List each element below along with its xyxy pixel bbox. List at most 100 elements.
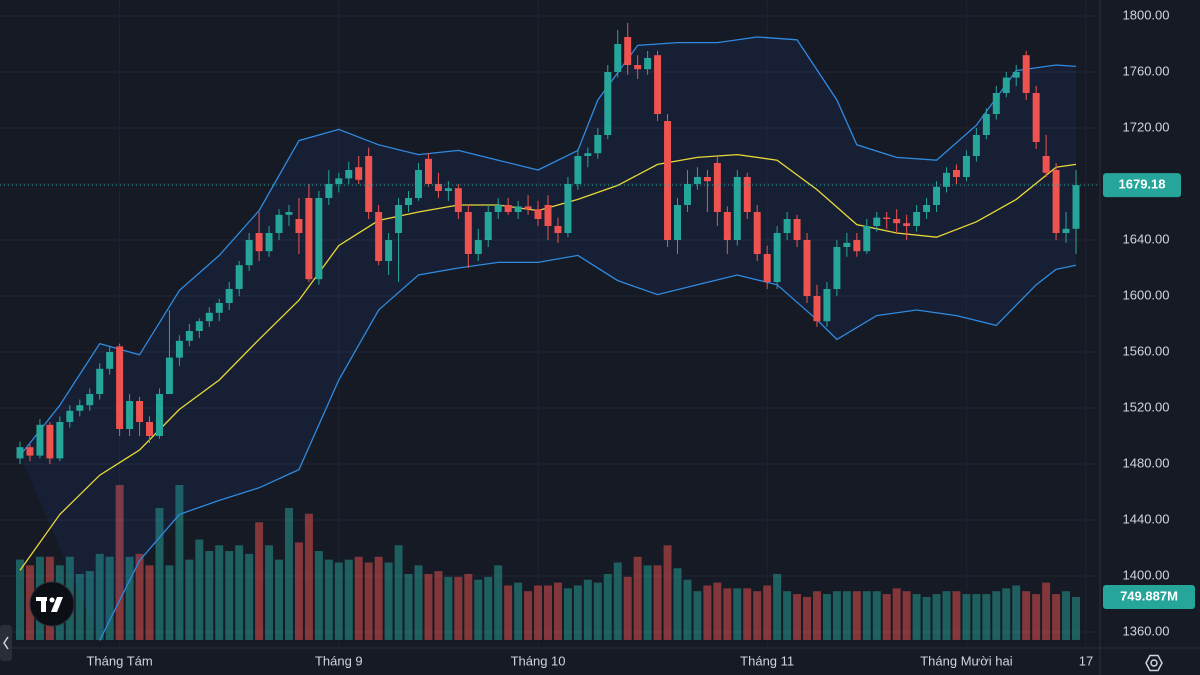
candle-body xyxy=(972,135,980,156)
candle-body xyxy=(933,186,941,205)
volume-bar xyxy=(524,591,533,640)
candle-body xyxy=(205,312,213,322)
candle-body xyxy=(66,410,74,422)
volume-bar xyxy=(882,594,891,640)
x-tick-label: Tháng Tám xyxy=(86,653,152,668)
candle-body xyxy=(943,172,950,187)
volume-bar xyxy=(972,594,981,640)
volume-bar xyxy=(852,591,861,640)
candle-body xyxy=(1062,228,1070,233)
band-line xyxy=(19,153,1077,571)
volume-bar xyxy=(384,562,393,640)
candle-body xyxy=(604,72,612,135)
volume-bar xyxy=(195,539,204,640)
candle-body xyxy=(175,340,183,358)
volume-bar xyxy=(932,594,941,640)
volume-bar xyxy=(1002,588,1011,640)
candle-body xyxy=(674,205,681,240)
volume-bar xyxy=(613,562,622,640)
volume-bar xyxy=(793,594,802,640)
candle-body xyxy=(424,158,432,184)
candle-body xyxy=(913,212,921,226)
candle-body xyxy=(155,394,163,436)
candle-body xyxy=(26,447,34,456)
volume-bar xyxy=(1072,596,1080,640)
y-tick-label: 1480.00 xyxy=(1123,455,1170,470)
volume-bar xyxy=(484,576,493,640)
x-tick-label: Tháng Mười hai xyxy=(920,653,1012,668)
settings-button[interactable] xyxy=(1145,654,1163,672)
candle-body xyxy=(215,303,223,313)
candle-body xyxy=(723,212,731,240)
volume-bar xyxy=(235,545,244,640)
y-tick-label: 1720.00 xyxy=(1123,119,1170,134)
candle-body xyxy=(96,368,104,394)
candle-body xyxy=(883,217,891,219)
candle-body xyxy=(365,156,373,212)
candle-body xyxy=(564,184,572,233)
tradingview-logo[interactable] xyxy=(29,581,75,627)
volume-bar xyxy=(414,565,423,640)
volume-bar xyxy=(394,545,403,640)
candle-body xyxy=(56,422,64,459)
y-tick-label: 1560.00 xyxy=(1123,343,1170,358)
candle-body xyxy=(982,114,990,135)
candle-body xyxy=(415,170,422,198)
candle-body xyxy=(126,401,134,429)
candle-body xyxy=(474,240,482,254)
candle-body xyxy=(833,247,841,289)
x-tick-label: 17 xyxy=(1079,653,1093,668)
volume-bar xyxy=(125,556,134,640)
candle-body xyxy=(46,424,54,459)
axis-labels: 1360.00 1400.00 1440.00 1480.00 1520.00 1560.… xyxy=(86,7,1195,668)
candle-body xyxy=(86,394,94,406)
candle-body xyxy=(355,167,363,180)
candle-body xyxy=(763,254,771,282)
candle-body xyxy=(305,198,313,280)
candle-body xyxy=(554,226,562,233)
volume-bar xyxy=(145,565,154,640)
candle-body xyxy=(255,233,263,252)
volume-bar xyxy=(713,582,722,640)
candle-body xyxy=(962,156,970,177)
volume-bar xyxy=(225,551,234,640)
candle-body xyxy=(654,55,662,114)
volume-bar xyxy=(404,573,413,640)
volume-bar xyxy=(962,594,971,640)
candle-body xyxy=(903,223,911,226)
band-fill xyxy=(20,37,1076,641)
volume-bar xyxy=(783,591,792,640)
candle-body xyxy=(823,289,831,322)
candle-body xyxy=(813,296,821,322)
candle-body xyxy=(165,357,173,394)
candle-body xyxy=(1032,93,1040,142)
y-tick-label: 1640.00 xyxy=(1123,231,1170,246)
candle-body xyxy=(454,188,462,212)
volume-bar xyxy=(743,588,752,640)
volume-bar xyxy=(494,565,503,640)
volume-bar xyxy=(374,556,383,640)
volume-bar xyxy=(265,545,274,640)
candle-body xyxy=(434,184,442,191)
candle-body xyxy=(136,401,144,422)
volume-bar xyxy=(683,579,692,640)
volume-bar xyxy=(1042,582,1051,640)
candle-body xyxy=(504,205,512,212)
scroll-left-button[interactable] xyxy=(0,625,12,661)
volume-bar xyxy=(215,545,224,640)
candle-body xyxy=(693,177,701,184)
volume-bar xyxy=(294,542,303,640)
candle-body xyxy=(385,240,393,261)
volume-bar xyxy=(902,591,911,640)
candle-body xyxy=(375,212,383,261)
candle-body xyxy=(574,156,582,184)
candle-body xyxy=(444,188,452,191)
volume-bar xyxy=(205,551,214,640)
candle-body xyxy=(1042,156,1050,173)
volume-bar xyxy=(434,571,443,640)
candle-body xyxy=(863,226,871,252)
y-tick-label: 1600.00 xyxy=(1123,287,1170,302)
candle-body xyxy=(1052,170,1060,233)
volume-bar xyxy=(733,588,742,640)
candle-body xyxy=(803,240,811,296)
